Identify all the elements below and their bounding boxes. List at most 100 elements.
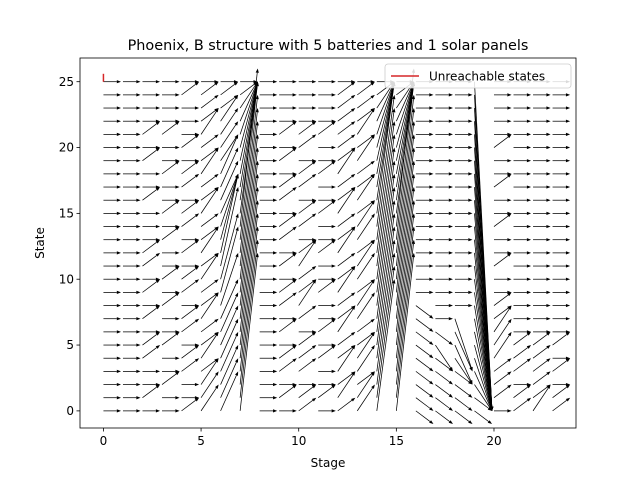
quiver-arrow xyxy=(493,251,512,255)
quiver-arrow xyxy=(356,371,375,398)
quiver-arrow xyxy=(259,251,278,255)
quiver-arrow xyxy=(200,358,219,385)
quiver-arrow xyxy=(181,238,200,242)
quiver-arrow xyxy=(454,397,473,411)
quiver-arrow xyxy=(415,264,434,268)
quiver-arrow xyxy=(493,173,512,188)
quiver-arrow xyxy=(103,211,122,215)
quiver-arrow xyxy=(142,345,161,359)
quiver-arrow xyxy=(259,409,278,413)
quiver-arrow xyxy=(318,119,336,123)
quiver-arrow xyxy=(103,251,122,255)
quiver-arrow xyxy=(435,384,453,398)
quiver-arrow xyxy=(200,147,219,162)
quiver-arrow xyxy=(122,330,141,334)
quiver-arrow xyxy=(532,384,551,412)
quiver-arrow xyxy=(493,305,512,320)
quiver-arrow xyxy=(337,292,356,306)
quiver-arrow xyxy=(142,185,161,189)
x-tick-label: 15 xyxy=(389,434,404,448)
quiver-arrow xyxy=(142,305,161,320)
quiver-arrow xyxy=(533,317,551,321)
quiver-arrow xyxy=(259,185,278,189)
quiver-arrow xyxy=(552,331,571,346)
quiver-arrow xyxy=(318,80,336,84)
quiver-arrow xyxy=(220,121,239,148)
quiver-arrow xyxy=(318,93,336,97)
plot-frame xyxy=(79,57,577,429)
quiver-arrow xyxy=(122,132,141,136)
quiver-arrow xyxy=(337,187,356,201)
quiver-arrow xyxy=(298,119,317,123)
quiver-arrow xyxy=(103,409,122,413)
quiver-arrow xyxy=(103,303,122,308)
quiver-arrow xyxy=(454,172,473,176)
quiver-arrow xyxy=(162,251,180,255)
quiver-arrow xyxy=(533,198,551,202)
x-tick-label: 10 xyxy=(291,434,306,448)
quiver-arrow xyxy=(259,343,278,347)
quiver-arrow xyxy=(415,397,434,411)
quiver-arrow xyxy=(337,331,356,346)
quiver-arrow xyxy=(395,239,416,398)
quiver-arrow xyxy=(356,200,375,227)
quiver-arrow xyxy=(162,80,180,84)
quiver-arrow xyxy=(513,106,532,110)
quiver-arrow xyxy=(395,94,416,253)
quiver-arrow xyxy=(279,211,297,215)
quiver-arrow xyxy=(474,81,494,411)
legend: Unreachable states xyxy=(384,63,572,89)
quiver-arrow xyxy=(415,371,434,385)
x-tick-label: 0 xyxy=(100,434,108,448)
quiver-arrow xyxy=(415,331,434,346)
quiver-arrow xyxy=(435,264,453,268)
quiver-arrow xyxy=(278,213,297,227)
quiver-arrow xyxy=(181,106,200,110)
quiver-arrow xyxy=(395,147,416,306)
quiver-arrow xyxy=(200,187,219,214)
quiver-arrow xyxy=(142,409,161,413)
quiver-arrow xyxy=(513,119,532,123)
quiver-arrow xyxy=(162,409,180,413)
quiver-arrow xyxy=(279,106,297,110)
arrow-field xyxy=(103,68,571,425)
quiver-arrow xyxy=(376,187,396,319)
quiver-arrow xyxy=(220,187,239,267)
quiver-arrow xyxy=(298,198,317,202)
quiver-arrow xyxy=(279,343,297,347)
quiver-arrow xyxy=(220,279,239,319)
quiver-arrow xyxy=(357,160,375,175)
quiver-arrow xyxy=(239,94,259,253)
quiver-arrow xyxy=(435,224,453,229)
quiver-arrow xyxy=(454,277,473,281)
quiver-arrow xyxy=(162,119,180,123)
quiver-arrow xyxy=(552,145,571,150)
quiver-arrow xyxy=(435,290,453,294)
quiver-arrow xyxy=(552,119,571,123)
quiver-arrow xyxy=(337,213,356,227)
quiver-arrow xyxy=(122,369,141,373)
quiver-arrow xyxy=(318,106,336,110)
quiver-arrow xyxy=(454,358,473,385)
quiver-arrow xyxy=(142,238,161,242)
quiver-arrow xyxy=(239,187,259,346)
quiver-arrow xyxy=(532,345,551,359)
quiver-arrow xyxy=(278,121,297,135)
quiver-arrow xyxy=(220,213,239,280)
quiver-arrow xyxy=(513,317,532,321)
quiver-arrow xyxy=(552,317,571,321)
quiver-arrow xyxy=(318,224,336,229)
quiver-arrow xyxy=(103,106,122,110)
quiver-arrow xyxy=(103,290,122,294)
quiver-arrow xyxy=(415,290,434,294)
quiver-arrow xyxy=(200,81,219,96)
chart-title: Phoenix, B structure with 5 batteries an… xyxy=(128,38,529,54)
quiver-arrow xyxy=(337,345,356,372)
quiver-arrow xyxy=(513,382,532,387)
quiver-arrow xyxy=(162,396,180,400)
quiver-arrow xyxy=(552,264,571,268)
quiver-arrow xyxy=(259,264,278,268)
quiver-arrow xyxy=(201,80,219,84)
quiver-arrow xyxy=(122,317,141,321)
quiver-arrow xyxy=(493,305,512,333)
